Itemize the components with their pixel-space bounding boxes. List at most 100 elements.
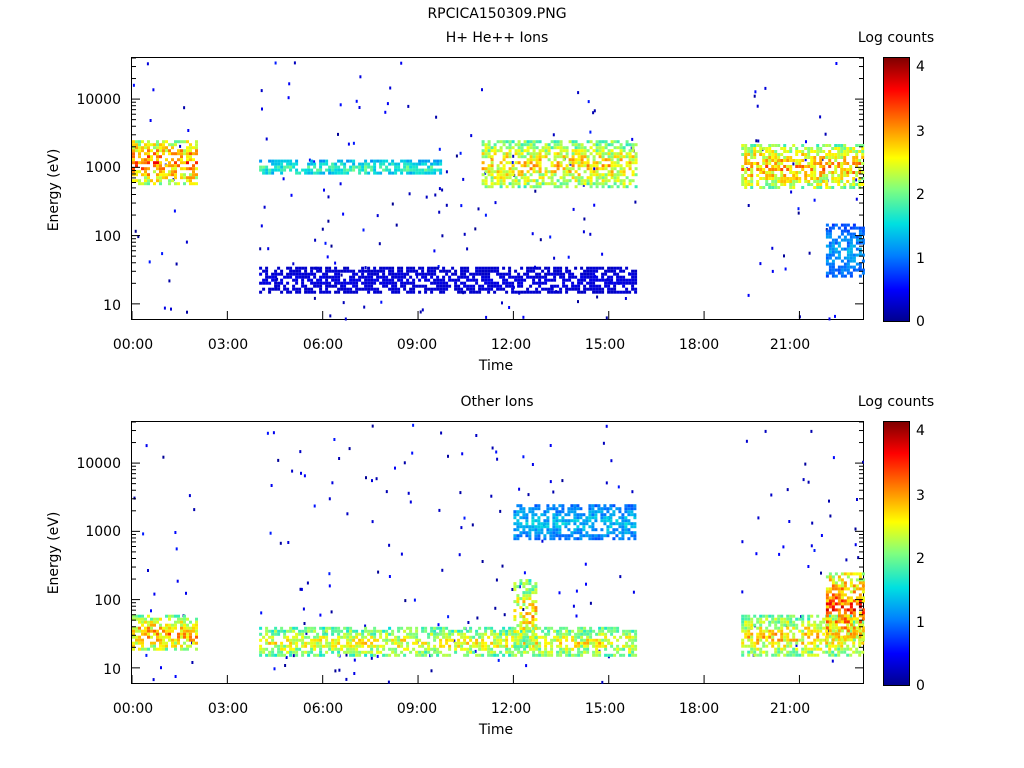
spectrogram-feature-3: [606, 510, 610, 514]
spectrogram-feature-2: [559, 275, 563, 279]
spectrogram-feature-0: [189, 146, 192, 150]
spectrogram-feature-1: [505, 629, 509, 633]
noise-pixel: [441, 188, 444, 192]
spectrogram-feature-3: [577, 176, 581, 180]
spectrogram-feature-4: [762, 635, 766, 639]
spectrogram-feature-4: [834, 159, 838, 162]
spectrogram-feature-2: [595, 275, 599, 279]
spectrogram-feature-1: [370, 165, 374, 169]
spectrogram-feature-3: [535, 161, 539, 165]
noise-pixel: [421, 308, 424, 312]
spectrogram-feature-3: [600, 537, 604, 541]
spectrogram-feature-2: [415, 269, 419, 273]
spectrogram-feature-4: [810, 183, 814, 186]
spectrogram-feature-3: [481, 155, 485, 159]
spectrogram-feature-3: [595, 170, 599, 174]
spectrogram-feature-0: [189, 155, 192, 159]
spectrogram-feature-2: [466, 287, 470, 291]
spectrogram-feature-1: [361, 165, 365, 169]
spectrogram-feature-3: [481, 140, 485, 144]
spectrogram-feature-1: [352, 629, 356, 633]
spectrogram-feature-3: [624, 516, 628, 520]
noise-pixel: [501, 564, 504, 568]
spectrogram-feature-3: [513, 534, 517, 538]
spectrogram-feature-5: [852, 253, 856, 257]
spectrogram-feature-4: [777, 177, 781, 180]
spectrogram-feature-2: [481, 278, 485, 282]
spectrogram-feature-3: [499, 176, 503, 180]
spectrogram-feature-4: [750, 171, 754, 174]
spectrogram-feature-4: [750, 641, 754, 645]
spectrogram-feature-1: [277, 632, 281, 636]
spectrogram-feature-3: [532, 155, 536, 159]
spectrogram-feature-2: [522, 621, 526, 625]
noise-pixel: [445, 170, 448, 174]
spectrogram-feature-0: [159, 638, 162, 642]
spectrogram-feature-3: [514, 152, 518, 156]
spectrogram-feature-0: [177, 158, 180, 162]
noise-pixel: [771, 269, 774, 273]
spectrogram-feature-2: [460, 290, 464, 294]
spectrogram-feature-1: [346, 626, 350, 630]
spectrogram-feature-3: [562, 179, 566, 183]
spectrogram-feature-1: [310, 162, 314, 166]
spectrogram-feature-1: [592, 638, 596, 642]
spectrogram-feature-2: [625, 287, 629, 291]
spectrogram-feature-1: [391, 632, 395, 636]
panel2-xlabel: Time: [478, 722, 514, 738]
spectrogram-feature-4: [792, 626, 796, 630]
spectrogram-feature-1: [274, 641, 278, 645]
spectrogram-feature-3: [561, 534, 565, 538]
spectrogram-feature-4: [753, 647, 757, 651]
spectrogram-feature-3: [580, 164, 584, 168]
spectrogram-feature-2: [535, 290, 539, 294]
spectrogram-feature-4: [768, 162, 772, 165]
spectrogram-feature-3: [571, 149, 575, 153]
spectrogram-feature-4: [756, 144, 760, 147]
spectrogram-feature-5: [837, 235, 841, 239]
spectrogram-feature-4: [810, 632, 814, 636]
spectrogram-feature-5: [858, 599, 862, 603]
noise-pixel: [173, 209, 176, 213]
spectrogram-feature-0: [135, 146, 138, 150]
spectrogram-feature-0: [132, 173, 135, 177]
spectrogram-feature-2: [613, 266, 617, 270]
spectrogram-feature-3: [526, 164, 530, 168]
spectrogram-feature-2: [289, 290, 293, 294]
spectrogram-feature-5: [849, 274, 853, 278]
spectrogram-feature-2: [352, 278, 356, 282]
spectrogram-feature-4: [783, 156, 787, 159]
spectrogram-feature-2: [352, 272, 356, 276]
spectrogram-feature-1: [415, 638, 419, 642]
spectrogram-feature-1: [457, 629, 461, 633]
spectrogram-feature-4: [798, 177, 802, 180]
spectrogram-feature-4: [816, 653, 820, 657]
spectrogram-feature-2: [277, 284, 281, 288]
spectrogram-feature-0: [195, 632, 198, 636]
noise-pixel: [145, 653, 148, 657]
spectrogram-feature-2: [481, 287, 485, 291]
spectrogram-feature-4: [858, 183, 862, 186]
noise-pixel: [827, 629, 830, 633]
spectrogram-feature-2: [508, 269, 512, 273]
spectrogram-feature-2: [472, 272, 476, 276]
spectrogram-feature-0: [159, 179, 162, 183]
spectrogram-feature-2: [505, 278, 509, 282]
spectrogram-feature-4: [768, 177, 772, 180]
spectrogram-feature-3: [496, 182, 500, 186]
spectrogram-feature-0: [177, 632, 180, 636]
spectrogram-feature-2: [574, 275, 578, 279]
spectrogram-feature-0: [168, 182, 171, 186]
spectrogram-feature-1: [301, 635, 305, 639]
spectrogram-feature-3: [591, 513, 595, 517]
spectrogram-feature-1: [421, 626, 425, 630]
spectrogram-feature-3: [555, 513, 559, 517]
spectrogram-feature-0: [159, 161, 162, 165]
spectrogram-feature-1: [265, 165, 269, 169]
spectrogram-feature-1: [577, 641, 581, 645]
spectrogram-feature-3: [526, 179, 530, 183]
spectrogram-feature-1: [520, 650, 524, 654]
spectrogram-feature-3: [594, 510, 598, 514]
spectrogram-feature-2: [508, 284, 512, 288]
spectrogram-feature-3: [538, 158, 542, 162]
